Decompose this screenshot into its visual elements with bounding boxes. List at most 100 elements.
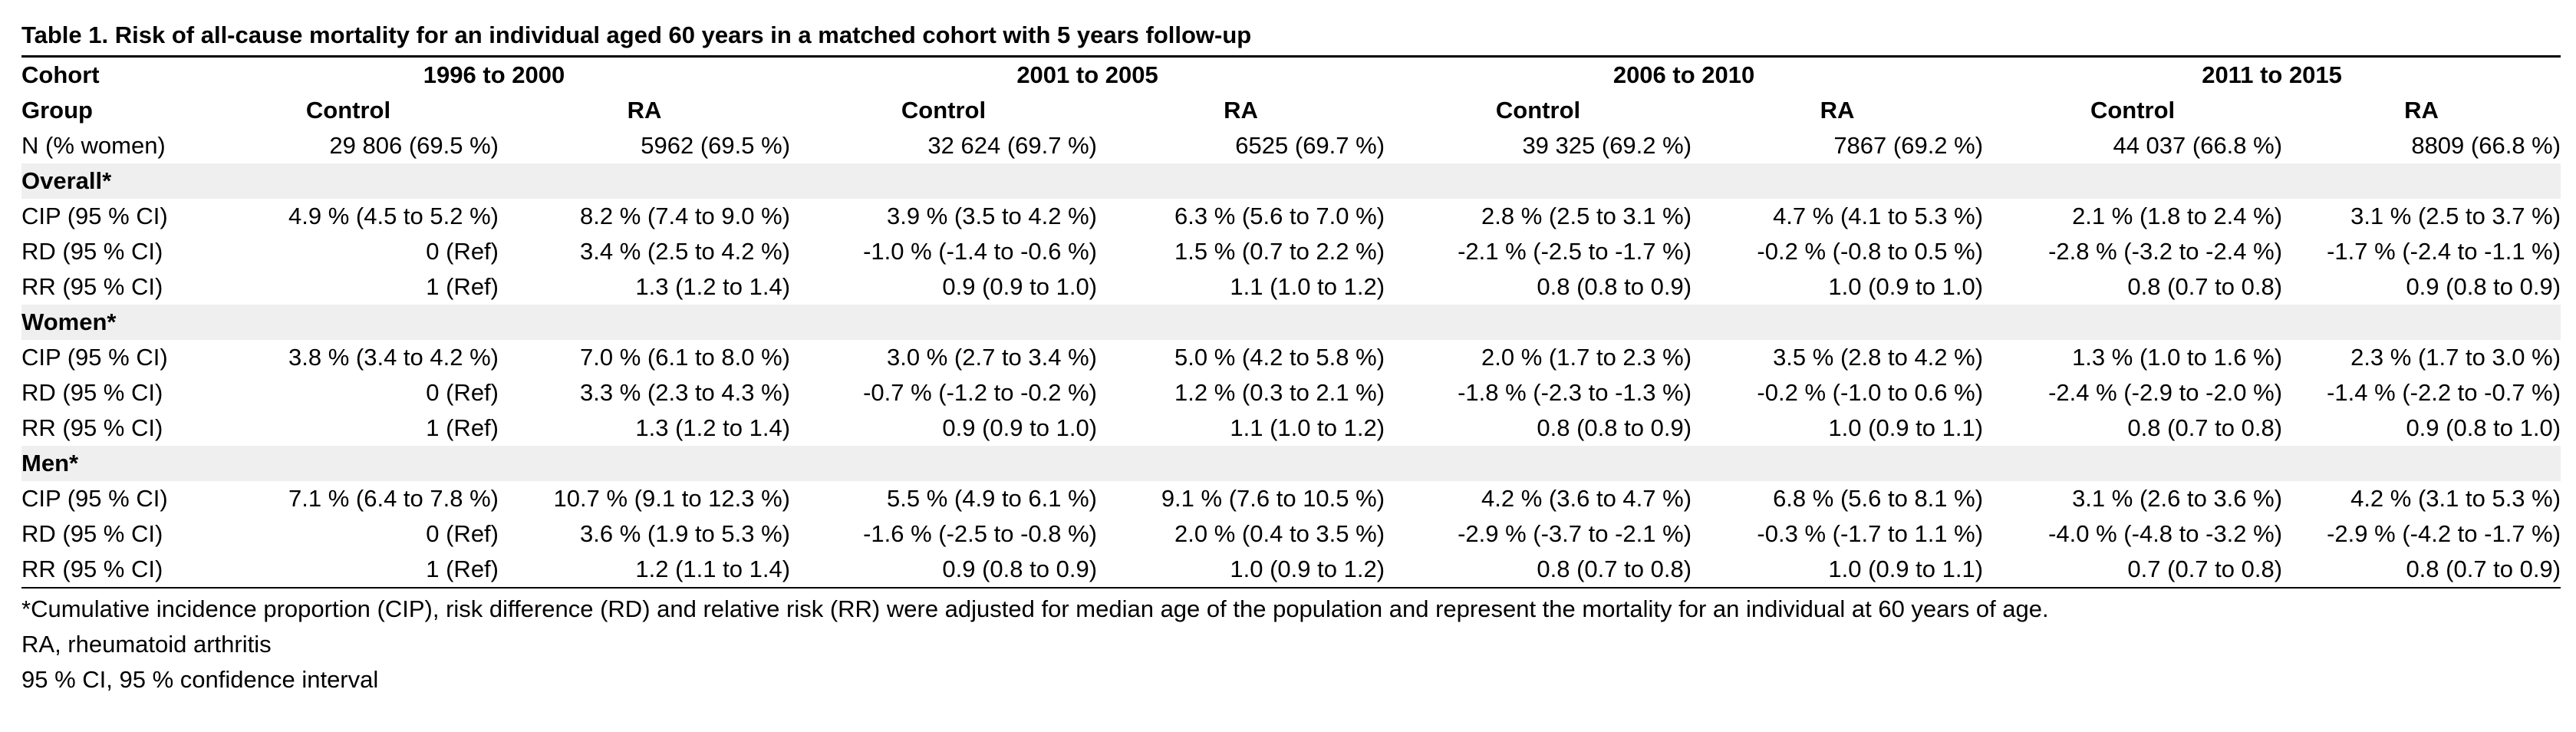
table-cell: 1.2 % (0.3 to 2.1 %): [1174, 379, 1385, 406]
table-cell: 7.1 % (6.4 to 7.8 %): [288, 485, 499, 512]
table-cell: -1.8 % (-2.3 to -1.3 %): [1458, 379, 1692, 406]
table-cell: 3.8 % (3.4 to 4.2 %): [288, 344, 499, 371]
table-cell: 1.0 (0.9 to 1.2): [1097, 552, 1385, 589]
footnote: *Cumulative incidence proportion (CIP), …: [21, 595, 2049, 622]
table-row: CIP (95 % CI) 3.8 % (3.4 to 4.2 %) 7.0 % (…: [21, 340, 2561, 375]
n-value: 5962 (69.5 %): [641, 132, 791, 159]
n-value: 6525 (69.7 %): [1235, 132, 1385, 159]
table-row: RR (95 % CI) 1 (Ref) 1.3 (1.2 to 1.4) 0.9 (…: [21, 411, 2561, 446]
n-value: 32 624 (69.7 %): [927, 132, 1098, 159]
table-cell: 0.8 (0.7 to 0.8): [2127, 273, 2283, 300]
table-cell: 1.5 % (0.7 to 2.2 %): [1174, 238, 1385, 265]
table-cell: 3.6 % (1.9 to 5.3 %): [580, 520, 791, 547]
table-row: CIP (95 % CI) 4.9 % (4.5 to 5.2 %) 8.2 % (…: [21, 199, 2561, 234]
table-cell: -2.8 % (-3.2 to -2.4 %): [2048, 238, 2283, 265]
table-cell: 6.8 % (5.6 to 8.1 %): [1773, 485, 1984, 512]
table-cell: 3.1 % (2.5 to 3.7 %): [2350, 203, 2561, 229]
table-cell: 7.0 % (6.1 to 8.0 %): [580, 344, 791, 371]
table-cell: 0.8 (0.7 to 0.8): [1385, 552, 1692, 589]
table-cell: 4.2 % (3.6 to 4.7 %): [1481, 485, 1692, 512]
table-row: RD (95 % CI) 0 (Ref) 3.3 % (2.3 to 4.3 %) -…: [21, 375, 2561, 411]
table-cell: 1.1 (1.0 to 1.2): [1230, 414, 1385, 441]
table-cell: -2.4 % (-2.9 to -2.0 %): [2048, 379, 2283, 406]
group-header: RA: [627, 97, 662, 124]
table-cell: 1.3 (1.2 to 1.4): [635, 414, 791, 441]
group-header: RA: [1224, 97, 1258, 124]
table-cell: 2.3 % (1.7 to 3.0 %): [2350, 344, 2561, 371]
section-title: Overall*: [21, 163, 2561, 199]
n-value: 8809 (66.8 %): [2411, 132, 2561, 159]
table-cell: 3.9 % (3.5 to 4.2 %): [887, 203, 1098, 229]
group-header: Control: [305, 97, 391, 124]
table-cell: 3.1 % (2.6 to 3.6 %): [2072, 485, 2283, 512]
row-label: CIP (95 % CI): [21, 485, 168, 512]
table-cell: 4.7 % (4.1 to 5.3 %): [1773, 203, 1984, 229]
n-label: N (% women): [21, 132, 166, 159]
table-cell: 2.0 % (1.7 to 2.3 %): [1481, 344, 1692, 371]
table-cell: 0.9 (0.9 to 1.0): [942, 414, 1098, 441]
table-cell: -1.7 % (-2.4 to -1.1 %): [2327, 238, 2561, 265]
table-cell: 1.1 (1.0 to 1.2): [1230, 273, 1385, 300]
table-cell: -0.3 % (-1.7 to 1.1 %): [1757, 520, 1984, 547]
table-row: CIP (95 % CI) 7.1 % (6.4 to 7.8 %) 10.7 % …: [21, 481, 2561, 516]
group-header: Control: [901, 97, 987, 124]
n-value: 29 806 (69.5 %): [329, 132, 499, 159]
table-cell: -2.9 % (-4.2 to -1.7 %): [2327, 520, 2561, 547]
period-header: 1996 to 2000: [423, 61, 565, 88]
table-cell: 4.9 % (4.5 to 5.2 %): [288, 203, 499, 229]
table-cell: 3.5 % (2.8 to 4.2 %): [1773, 344, 1984, 371]
table-cell: 1 (Ref): [198, 552, 499, 589]
row-label: RD (95 % CI): [21, 238, 163, 265]
period-header: 2011 to 2015: [2202, 61, 2342, 88]
table-cell: 0.8 (0.7 to 0.8): [2127, 414, 2283, 441]
table-row: RD (95 % CI) 0 (Ref) 3.6 % (1.9 to 5.3 %) -…: [21, 516, 2561, 552]
table-cell: 10.7 % (9.1 to 12.3 %): [553, 485, 791, 512]
table-cell: 3.3 % (2.3 to 4.3 %): [580, 379, 791, 406]
table-cell: 5.5 % (4.9 to 6.1 %): [887, 485, 1098, 512]
footnotes: *Cumulative incidence proportion (CIP), …: [21, 592, 2561, 697]
cohort-label: Cohort: [21, 61, 100, 88]
table-cell: 0.8 (0.8 to 0.9): [1537, 414, 1692, 441]
row-label: CIP (95 % CI): [21, 203, 168, 229]
table-cell: -1.0 % (-1.4 to -0.6 %): [863, 238, 1098, 265]
row-label: CIP (95 % CI): [21, 344, 168, 371]
footnote: RA, rheumatoid arthritis: [21, 631, 272, 658]
section-header-row: Men*: [21, 446, 2561, 481]
table-cell: 1 (Ref): [426, 414, 499, 441]
table-cell: 0.8 (0.8 to 0.9): [1537, 273, 1692, 300]
table-cell: 2.8 % (2.5 to 3.1 %): [1481, 203, 1692, 229]
table-cell: 9.1 % (7.6 to 10.5 %): [1161, 485, 1385, 512]
table-row: RR (95 % CI) 1 (Ref) 1.2 (1.1 to 1.4) 0.9 (…: [21, 552, 2561, 589]
table-cell: 1.0 (0.9 to 1.1): [1828, 414, 1984, 441]
group-header: Control: [2090, 97, 2176, 124]
table-cell: 0.7 (0.7 to 0.8): [1983, 552, 2283, 589]
header-row-cohort: Cohort 1996 to 2000 2001 to 2005 2006 to…: [21, 58, 2561, 93]
table-cell: 1.3 (1.2 to 1.4): [635, 273, 791, 300]
table-cell: 1.0 (0.9 to 1.1): [1692, 552, 1984, 589]
table-cell: -4.0 % (-4.8 to -3.2 %): [2048, 520, 2283, 547]
table-cell: 0.9 (0.8 to 0.9): [2406, 273, 2561, 300]
section-header-row: Women*: [21, 305, 2561, 340]
n-row: N (% women) 29 806 (69.5 %) 5962 (69.5 %…: [21, 128, 2561, 163]
row-label: RD (95 % CI): [21, 379, 163, 406]
table-cell: -1.6 % (-2.5 to -0.8 %): [863, 520, 1098, 547]
table-cell: 1.3 % (1.0 to 1.6 %): [2072, 344, 2283, 371]
table-cell: -2.1 % (-2.5 to -1.7 %): [1458, 238, 1692, 265]
table-cell: -2.9 % (-3.7 to -2.1 %): [1458, 520, 1692, 547]
group-label: Group: [21, 97, 93, 124]
header-row-group: Group Control RA Control RA Control RA C…: [21, 93, 2561, 128]
table-cell: -0.2 % (-1.0 to 0.6 %): [1757, 379, 1984, 406]
section-header-row: Overall*: [21, 163, 2561, 199]
n-value: 44 037 (66.8 %): [2113, 132, 2283, 159]
table-cell: 2.1 % (1.8 to 2.4 %): [2072, 203, 2283, 229]
group-header: RA: [2404, 97, 2439, 124]
table-cell: -1.4 % (-2.2 to -0.7 %): [2327, 379, 2561, 406]
table-cell: 2.0 % (0.4 to 3.5 %): [1174, 520, 1385, 547]
row-label: RD (95 % CI): [21, 520, 163, 547]
table-cell: 0.9 (0.8 to 0.9): [790, 552, 1098, 589]
table-cell: 0.8 (0.7 to 0.9): [2282, 552, 2561, 589]
table-cell: 0 (Ref): [426, 379, 499, 406]
row-label: RR (95 % CI): [21, 273, 163, 300]
group-header: RA: [1820, 97, 1855, 124]
table-body: Cohort 1996 to 2000 2001 to 2005 2006 to…: [21, 58, 2561, 589]
